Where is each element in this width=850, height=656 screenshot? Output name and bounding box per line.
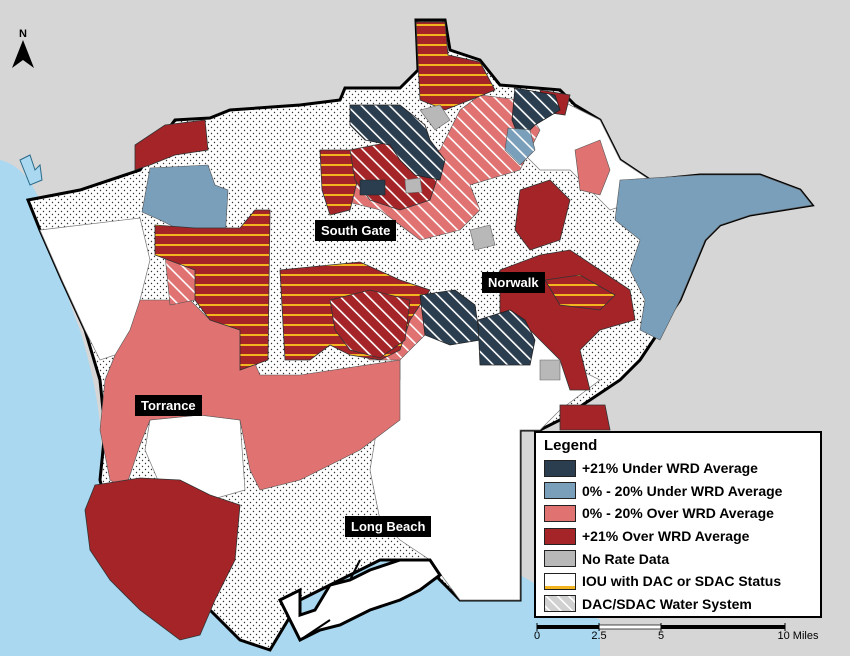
zone-navy-norwalk-south: [477, 309, 536, 366]
zone-red-torrance: [84, 477, 241, 641]
ocean: [0, 160, 280, 656]
city-label-south-gate: South Gate: [315, 220, 397, 241]
legend-swatch: [544, 595, 576, 613]
legend-swatch: [544, 482, 576, 500]
harbor-coastline: [277, 558, 443, 643]
zone-gray-1: [419, 104, 451, 131]
marina: [19, 154, 43, 186]
legend-label: IOU with DAC or SDAC Status: [582, 573, 782, 590]
legend-item: No Rate Data: [544, 547, 812, 570]
zone-red-hatch-center: [329, 289, 411, 359]
city-label-long-beach: Long Beach: [345, 516, 432, 537]
zone-iou-northeast: [544, 274, 616, 311]
breakwater: [299, 559, 361, 641]
north-arrow: N: [10, 28, 36, 75]
legend-label: +21% Under WRD Average: [582, 460, 758, 477]
zone-iou-west: [154, 209, 271, 371]
north-label: N: [19, 28, 27, 40]
zone-iou-north: [415, 21, 496, 111]
legend-label: No Rate Data: [582, 550, 670, 567]
north-arrow-icon: [12, 40, 34, 68]
zone-red-topleft: [134, 119, 209, 171]
scale-tick-label: 5: [657, 630, 665, 642]
legend: Legend +21% Under WRD Average 0% - 20% U…: [534, 431, 822, 618]
city-label-norwalk: Norwalk: [482, 272, 545, 293]
zone-light-blue-east: [614, 174, 813, 341]
legend-label: 0% - 20% Over WRD Average: [582, 505, 774, 522]
legend-swatch: [544, 572, 576, 590]
zone-red-south: [559, 404, 611, 431]
scale-tick-label: 0: [533, 630, 541, 642]
zone-pink-northeast: [574, 139, 611, 196]
legend-label: +21% Over WRD Average: [582, 528, 750, 545]
legend-item: +21% Under WRD Average: [544, 457, 812, 480]
zone-navy-northeast: [511, 87, 561, 141]
zone-navy-north: [349, 104, 446, 181]
legend-item: 0% - 20% Over WRD Average: [544, 502, 812, 525]
legend-item: 0% - 20% Under WRD Average: [544, 480, 812, 503]
zone-navy-small: [359, 179, 386, 196]
legend-label: 0% - 20% Under WRD Average: [582, 482, 783, 499]
legend-swatch: [544, 527, 576, 545]
legend-item: IOU with DAC or SDAC Status: [544, 570, 812, 593]
legend-title: Legend: [544, 437, 598, 454]
zone-gray-3: [539, 359, 561, 381]
legend-swatch: [544, 504, 576, 522]
zone-gray-4: [404, 177, 423, 194]
zone-gray-2: [469, 224, 496, 251]
zone-red-northeast: [514, 179, 571, 251]
city-label-torrance: Torrance: [135, 395, 202, 416]
scale-bar: [536, 623, 786, 631]
scale-tick-label: 2.5: [591, 630, 607, 642]
zone-blue-hatch: [504, 127, 536, 166]
legend-swatch: [544, 459, 576, 477]
scale-labels: 0 2.5 5 10 Miles: [530, 618, 830, 654]
legend-item: +21% Over WRD Average: [544, 525, 812, 548]
scale-tick-label: 10 Miles: [777, 630, 819, 642]
legend-swatch: [544, 550, 576, 568]
legend-item: DAC/SDAC Water System: [544, 593, 812, 616]
legend-label: DAC/SDAC Water System: [582, 595, 752, 612]
